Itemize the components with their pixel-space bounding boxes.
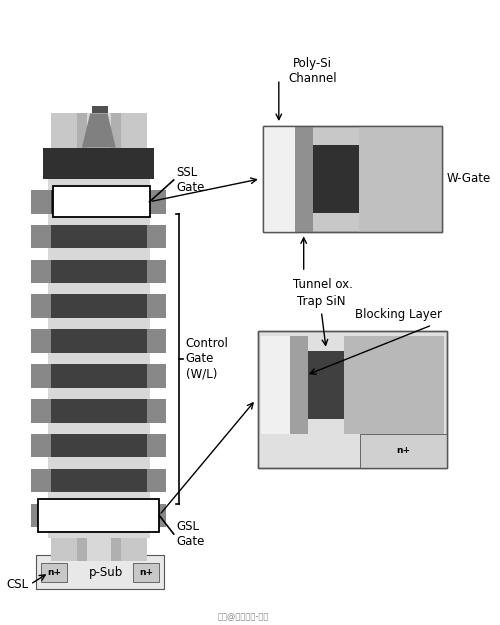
Bar	[44, 148, 154, 179]
Bar	[31, 469, 50, 492]
Bar	[48, 179, 150, 190]
Bar	[263, 126, 442, 232]
Bar	[53, 186, 150, 218]
Bar	[48, 294, 150, 318]
Bar	[48, 225, 150, 248]
Bar	[147, 434, 167, 457]
Bar	[147, 259, 167, 283]
Bar	[48, 527, 150, 538]
Bar	[147, 469, 167, 492]
Bar	[31, 329, 50, 353]
Bar	[48, 329, 150, 353]
Bar	[87, 113, 111, 561]
Text: p-Sub: p-Sub	[90, 566, 124, 579]
Bar	[308, 351, 344, 419]
Bar	[31, 225, 50, 248]
Bar	[48, 422, 150, 434]
Bar	[48, 364, 150, 388]
Bar	[31, 434, 50, 457]
Text: SSL
Gate: SSL Gate	[176, 166, 204, 194]
Bar	[48, 492, 150, 504]
Bar	[359, 126, 442, 232]
Bar	[92, 106, 108, 113]
Bar	[48, 504, 150, 527]
Bar	[290, 336, 308, 434]
Bar	[344, 336, 444, 434]
Bar	[258, 331, 446, 468]
Bar	[77, 113, 120, 561]
Bar	[31, 259, 50, 283]
Text: n+: n+	[47, 568, 61, 577]
Text: n+: n+	[139, 568, 153, 577]
Bar	[31, 399, 50, 422]
Bar	[258, 331, 446, 468]
Bar	[48, 283, 150, 294]
Bar	[48, 259, 150, 283]
Bar	[260, 336, 290, 434]
Bar	[294, 126, 313, 232]
Bar	[147, 364, 167, 388]
Bar	[31, 190, 50, 214]
Bar	[50, 113, 147, 561]
Bar	[147, 190, 167, 214]
Bar	[263, 126, 442, 232]
Bar	[41, 563, 68, 582]
Bar	[147, 294, 167, 318]
Bar	[48, 388, 150, 399]
Text: Blocking Layer: Blocking Layer	[355, 308, 442, 321]
Text: W-Gate: W-Gate	[446, 173, 491, 185]
Bar	[147, 329, 167, 353]
Bar	[31, 504, 50, 527]
Text: Control
Gate
(W/L): Control Gate (W/L)	[186, 337, 228, 380]
Text: Poly-Si
Channel: Poly-Si Channel	[288, 58, 337, 86]
Bar	[48, 434, 150, 457]
Bar	[48, 318, 150, 329]
Bar	[48, 458, 150, 469]
Bar	[48, 353, 150, 364]
Text: CSL: CSL	[6, 578, 29, 591]
Bar	[36, 555, 164, 589]
Bar	[132, 563, 159, 582]
Bar	[313, 145, 359, 212]
Bar	[48, 248, 150, 259]
Bar	[360, 434, 446, 468]
Text: GSL
Gate: GSL Gate	[176, 520, 204, 548]
Bar	[147, 399, 167, 422]
Bar	[147, 225, 167, 248]
Bar	[147, 504, 167, 527]
Text: Tunnel ox.: Tunnel ox.	[293, 278, 353, 291]
Bar	[31, 364, 50, 388]
Bar	[48, 469, 150, 492]
Bar	[263, 126, 294, 232]
Bar	[38, 499, 159, 532]
Bar	[48, 399, 150, 422]
Bar	[48, 190, 150, 214]
Polygon shape	[82, 113, 116, 148]
Text: Trap SiN: Trap SiN	[297, 295, 346, 308]
Bar	[31, 294, 50, 318]
Text: n+: n+	[396, 446, 410, 456]
Text: 知乎@黑暗森林-张凯: 知乎@黑暗森林-张凯	[218, 612, 270, 621]
Bar	[48, 214, 150, 225]
